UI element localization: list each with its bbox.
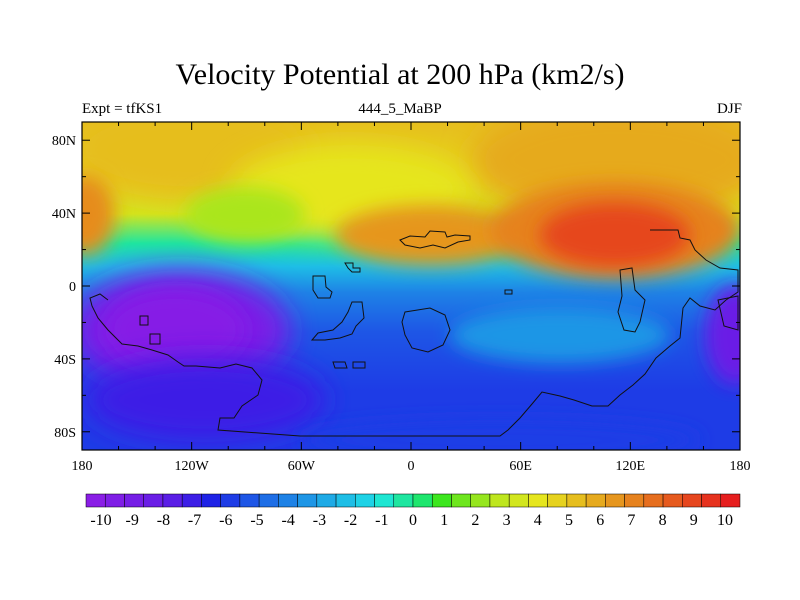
south-blue-violet <box>85 358 325 442</box>
west-edge-orange <box>82 175 115 255</box>
colorbar-swatch <box>239 493 260 508</box>
colorbar-swatch <box>85 493 106 508</box>
colorbar-label: 9 <box>690 512 698 529</box>
colorbar-swatch <box>720 493 741 508</box>
colorbar-label: -4 <box>282 512 295 529</box>
colorbar-swatch <box>431 493 452 508</box>
colorbar-swatch <box>662 493 683 508</box>
colorbar-swatch <box>643 493 664 508</box>
colorbar-swatch <box>201 493 221 508</box>
colorbar-label: 7 <box>627 512 635 529</box>
colorbar-swatch <box>605 493 625 508</box>
antarctic-blue <box>300 420 700 450</box>
colorbar-swatch <box>624 493 645 508</box>
colorbar-swatch <box>489 493 510 508</box>
x-tick-label: 120E <box>616 459 646 474</box>
indian-ocean-blue <box>450 307 670 363</box>
coast-islet-b <box>352 361 366 369</box>
coast-pacific-islet-b <box>149 333 161 345</box>
colorbar-swatch <box>585 493 606 508</box>
pacific-purple-core <box>105 290 245 370</box>
north-green-patch <box>185 187 305 243</box>
colorbar-swatch <box>316 493 337 508</box>
colorbar-label: -7 <box>188 512 201 529</box>
x-tick-label: 180 <box>72 459 93 474</box>
colorbar-swatch <box>124 493 144 508</box>
colorbar-swatch <box>297 493 318 508</box>
colorbar-label: -6 <box>219 512 232 529</box>
colorbar-swatch <box>374 493 395 508</box>
coast-india <box>617 267 646 333</box>
colorbar-label: -5 <box>250 512 263 529</box>
colorbar-swatch <box>104 493 125 508</box>
africa-orange-max <box>335 205 525 265</box>
coast-mediterranean <box>399 230 471 249</box>
experiment-label: Expt = tfKS1 <box>82 101 163 117</box>
colorbar-swatch <box>412 493 433 508</box>
colorbar-swatch <box>335 493 356 508</box>
coast-caribbean <box>312 275 333 299</box>
colorbar: -10 -9 -8 -7 -6 -5 -4 -3 -2 -1 0 1 2 3 4 5 6 7 8 9 10 <box>85 493 741 529</box>
season-label: DJF <box>716 101 742 117</box>
colorbar-swatch <box>143 493 164 508</box>
colorbar-label: -3 <box>313 512 326 529</box>
colorbar-swatch <box>181 493 202 508</box>
field-layer <box>82 122 740 450</box>
colorbar-swatch <box>393 493 414 508</box>
asia-red-max <box>540 203 690 267</box>
colorbar-label: 4 <box>534 512 542 529</box>
run-label: 444_5_MaBP <box>358 101 442 117</box>
colorbar-label: 10 <box>717 512 733 529</box>
coast-africa-south <box>401 307 451 353</box>
coast-dateline-east <box>717 295 739 331</box>
colorbar-swatch <box>508 493 529 508</box>
coast-arabia-tip <box>504 289 513 295</box>
colorbar-label: -2 <box>344 512 357 529</box>
colorbar-swatch <box>162 493 183 508</box>
colorbar-swatch <box>220 493 241 508</box>
colorbar-label: -8 <box>157 512 170 529</box>
x-tick-label: 180 <box>730 459 751 474</box>
colorbar-label: 3 <box>503 512 511 529</box>
colorbar-swatch <box>682 493 702 508</box>
y-tick-label: 80S <box>54 426 76 441</box>
x-tick-label: 60W <box>288 459 316 474</box>
colorbar-swatch <box>528 493 548 508</box>
y-tick-label: 0 <box>69 280 76 295</box>
colorbar-swatch <box>451 493 471 508</box>
colorbar-label: 5 <box>565 512 573 529</box>
y-tick-label: 40S <box>54 353 76 368</box>
colorbar-swatch <box>701 493 722 508</box>
colorbar-label: 6 <box>596 512 604 529</box>
colorbar-swatch <box>470 493 491 508</box>
colorbar-swatch <box>566 493 587 508</box>
coast-south-america-north <box>310 301 365 341</box>
colorbar-label: 1 <box>440 512 448 529</box>
colorbar-label: 8 <box>659 512 667 529</box>
coastlines <box>89 229 739 437</box>
colorbar-label: -10 <box>90 512 111 529</box>
colorbar-swatch <box>547 493 568 508</box>
axes: 180 120W 60W 0 60E 120E 180 80N 40N 0 40S 80S <box>52 122 751 474</box>
colorbar-label: 2 <box>471 512 479 529</box>
coast-small-island <box>344 262 361 273</box>
coast-islet-a <box>332 361 348 369</box>
y-tick-label: 40N <box>52 207 76 222</box>
coast-pacific-islet-a <box>139 315 149 326</box>
east-edge-purple <box>705 285 740 385</box>
x-tick-label: 120W <box>175 459 210 474</box>
x-tick-label: 60E <box>509 459 532 474</box>
colorbar-label: 0 <box>409 512 417 529</box>
colorbar-swatch <box>355 493 375 508</box>
y-tick-label: 80N <box>52 134 76 149</box>
colorbar-label: -9 <box>126 512 139 529</box>
colorbar-swatch <box>278 493 298 508</box>
x-tick-label: 0 <box>408 459 415 474</box>
colorbar-label: -1 <box>375 512 388 529</box>
chart-title: Velocity Potential at 200 hPa (km2/s) <box>175 58 625 91</box>
colorbar-swatch <box>258 493 279 508</box>
